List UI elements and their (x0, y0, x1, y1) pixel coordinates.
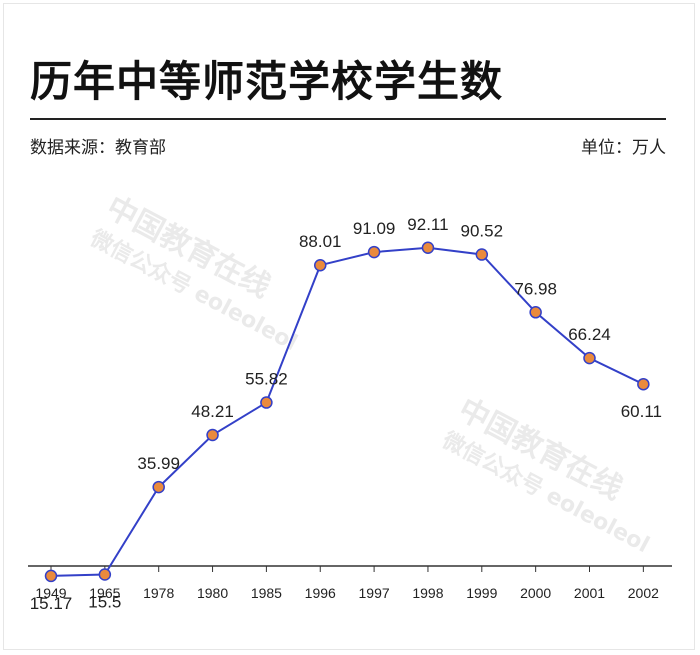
data-point (206, 428, 219, 442)
x-tick-label: 1996 (305, 585, 336, 601)
title-divider (30, 118, 666, 120)
x-tick-label: 1985 (251, 585, 282, 601)
data-point (367, 245, 381, 259)
data-label: 91.09 (353, 219, 396, 238)
x-tick-label: 1949 (35, 585, 66, 601)
data-point (152, 480, 165, 494)
x-tick-label: 2000 (520, 585, 551, 601)
data-label: 88.01 (299, 232, 342, 251)
data-label: 48.21 (191, 402, 234, 421)
data-label: 15.17 (30, 594, 73, 613)
data-point (583, 351, 596, 365)
chart-title: 历年中等师范学校学生数 (30, 57, 504, 106)
chart-frame (3, 3, 695, 650)
data-label: 35.99 (137, 454, 180, 473)
data-point (260, 396, 273, 409)
data-point (44, 569, 58, 583)
x-tick-label: 1997 (359, 585, 390, 601)
data-source-note: 数据来源：教育部 (30, 138, 166, 158)
data-label: 60.11 (621, 402, 662, 421)
data-label: 76.98 (514, 279, 557, 298)
x-tick-label: 1965 (89, 585, 120, 601)
data-label: 15.5 (88, 592, 121, 611)
x-tick-label: 2001 (574, 585, 605, 601)
data-point (637, 377, 650, 391)
data-point (421, 241, 435, 255)
unit-note: 单位：万人 (581, 138, 666, 158)
data-point (529, 306, 542, 319)
x-tick-label: 1978 (143, 585, 174, 601)
x-tick-label: 1998 (412, 585, 443, 601)
data-label: 90.52 (461, 222, 504, 241)
data-label: 55.82 (245, 370, 288, 389)
data-point (98, 568, 112, 581)
data-point (314, 258, 327, 272)
x-tick-label: 1999 (466, 585, 497, 601)
data-point (475, 248, 489, 261)
data-label: 66.24 (568, 325, 611, 344)
series-line (50, 246, 644, 577)
x-tick-label: 2002 (628, 585, 659, 601)
x-tick-label: 1980 (197, 585, 228, 601)
data-label: 92.11 (407, 215, 448, 234)
